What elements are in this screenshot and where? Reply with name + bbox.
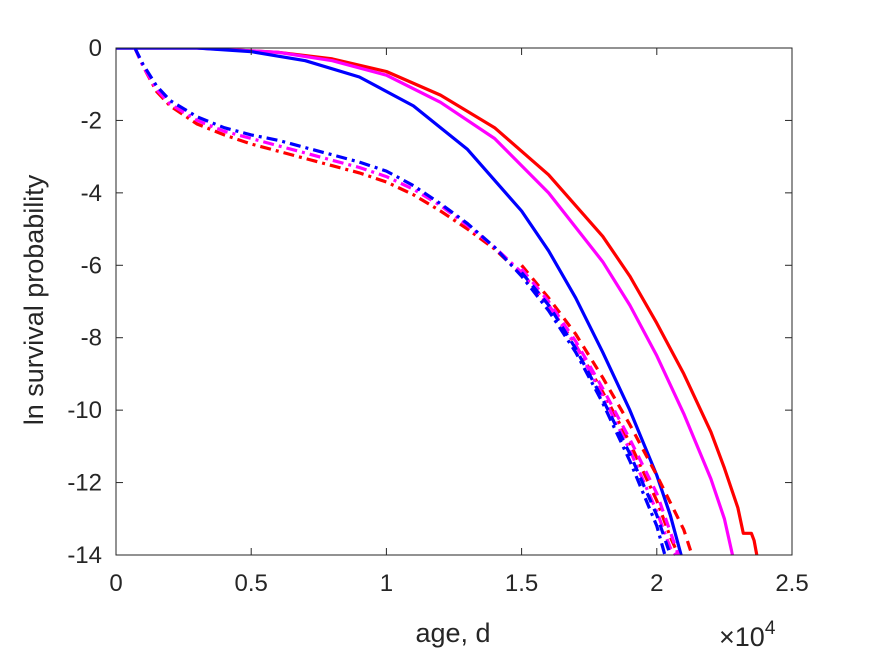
series-line-9 — [520, 271, 672, 556]
series-line-6 — [133, 48, 667, 556]
series-line-3 — [116, 48, 683, 556]
series-line-2 — [116, 48, 735, 556]
x-tick-label: 0.5 — [235, 570, 268, 597]
x-tick-label: 0 — [109, 570, 122, 597]
x-tick-label: 1.5 — [505, 570, 538, 597]
plot-area-frame — [115, 47, 793, 556]
series-layer — [116, 48, 759, 556]
y-tick-label: -6 — [81, 252, 102, 279]
tick-labels-layer: 0 0.5 1 1.5 2 2.5 0 -2 -4 -6 -8 -10 -12 -14 — [67, 35, 808, 597]
series-line-4 — [133, 48, 680, 556]
y-tick-label: -4 — [81, 180, 102, 207]
y-axis-label: ln survival probability — [19, 174, 49, 425]
y-tick-label: -10 — [67, 397, 102, 424]
x-axis-label: age, d — [415, 618, 490, 648]
y-tick-label: -12 — [67, 470, 102, 497]
y-tick-label: -14 — [67, 542, 102, 569]
y-tick-label: -8 — [81, 325, 102, 352]
y-tick-label: 0 — [89, 35, 102, 62]
series-line-1 — [116, 48, 759, 556]
x-tick-label: 1 — [380, 570, 393, 597]
series-line-8 — [520, 267, 680, 556]
x-tick-label: 2 — [650, 570, 663, 597]
y-tick-label: -2 — [81, 107, 102, 134]
x-exponent-power: 4 — [765, 618, 776, 639]
x-tick-label: 2.5 — [775, 570, 808, 597]
x-exponent-base: ×10 — [719, 622, 765, 652]
x-axis-exponent: ×104 — [719, 618, 776, 652]
ticks-layer — [115, 47, 793, 556]
series-line-5 — [133, 48, 677, 556]
